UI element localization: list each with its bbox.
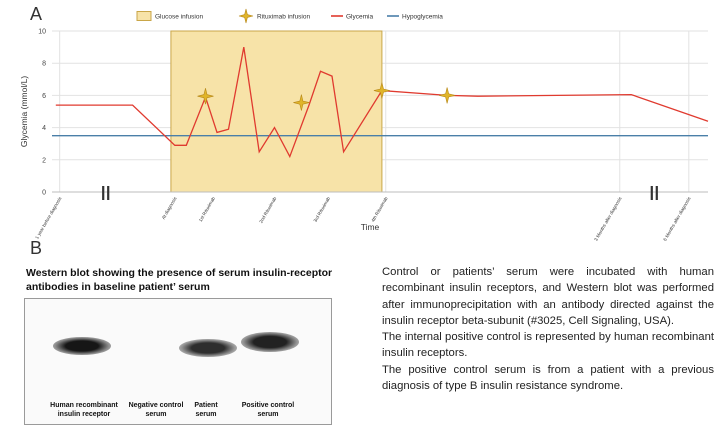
- y-axis-label: Glycemia (mmol/L): [19, 76, 29, 147]
- blot-band-positive-control: [241, 332, 299, 352]
- glycemia-chart: 0 2 4 6 8 10 Glycemia (mmol/L) 1 year before di…: [19, 8, 709, 242]
- western-blot-image: [24, 298, 332, 425]
- x-tick-label: 1 year before diagnosis: [34, 195, 63, 239]
- western-blot-title: Western blot showing the presence of ser…: [26, 267, 333, 293]
- legend-swatch-glucose: [136, 11, 152, 21]
- legend-swatch-rituximab: [238, 8, 254, 24]
- x-tick-label: At diagnosis: [161, 195, 178, 220]
- legend-label-glucose: Glucose infusion: [155, 14, 203, 21]
- rituximab-marker: [439, 87, 456, 104]
- blot-band-human-receptor: [53, 337, 111, 355]
- y-tick-label: 10: [38, 29, 46, 36]
- lane-label-patient-serum: Patient serum: [194, 402, 218, 418]
- legend-label-glycemia: Glycemia: [346, 14, 373, 21]
- x-tick-label: 1st Rituximab: [198, 196, 216, 223]
- blot-band-patient-serum: [179, 339, 237, 357]
- description-paragraph: The positive control serum is from a pat…: [382, 363, 714, 393]
- blot-description: Control or patients’ serum were incubate…: [382, 264, 714, 394]
- description-paragraph: Control or patients’ serum were incubate…: [382, 266, 714, 327]
- panel-b-letter: B: [30, 238, 43, 258]
- y-tick-label: 4: [42, 125, 46, 132]
- legend-label-rituximab: Rituximab infusion: [257, 14, 310, 21]
- y-tick-label: 6: [42, 93, 46, 100]
- lane-label-human-receptor: Human recombinant insulin receptor: [50, 402, 118, 418]
- glucose-infusion-region: [170, 30, 383, 193]
- x-tick-label: 4th Rituximab: [370, 196, 389, 223]
- x-tick-label: 3 Months after diagnosis: [593, 195, 623, 241]
- x-tick-label: 2nd Rituximab: [258, 196, 277, 224]
- x-tick-label: 3rd Rituximab: [313, 196, 332, 223]
- glycemia-line: [55, 46, 709, 159]
- rituximab-marker: [293, 94, 310, 111]
- panel-a-letter: A: [30, 4, 43, 24]
- description-paragraph: The internal positive control is represe…: [382, 331, 714, 360]
- y-tick-label: 2: [42, 157, 46, 164]
- legend-label-hypoglycemia: Hypoglycemia: [402, 14, 443, 21]
- x-axis-label: Time: [361, 222, 380, 232]
- y-tick-label: 0: [42, 190, 46, 197]
- x-tick-label: 6 Months after diagnosis: [662, 195, 692, 241]
- blot-band-negative-control: [125, 337, 183, 355]
- rituximab-marker: [197, 88, 214, 105]
- rituximab-marker: [373, 82, 390, 99]
- lane-label-negative-control: Negative control serum: [128, 402, 184, 418]
- lane-label-positive-control: Positive control serum: [241, 402, 295, 418]
- y-tick-label: 8: [42, 61, 46, 68]
